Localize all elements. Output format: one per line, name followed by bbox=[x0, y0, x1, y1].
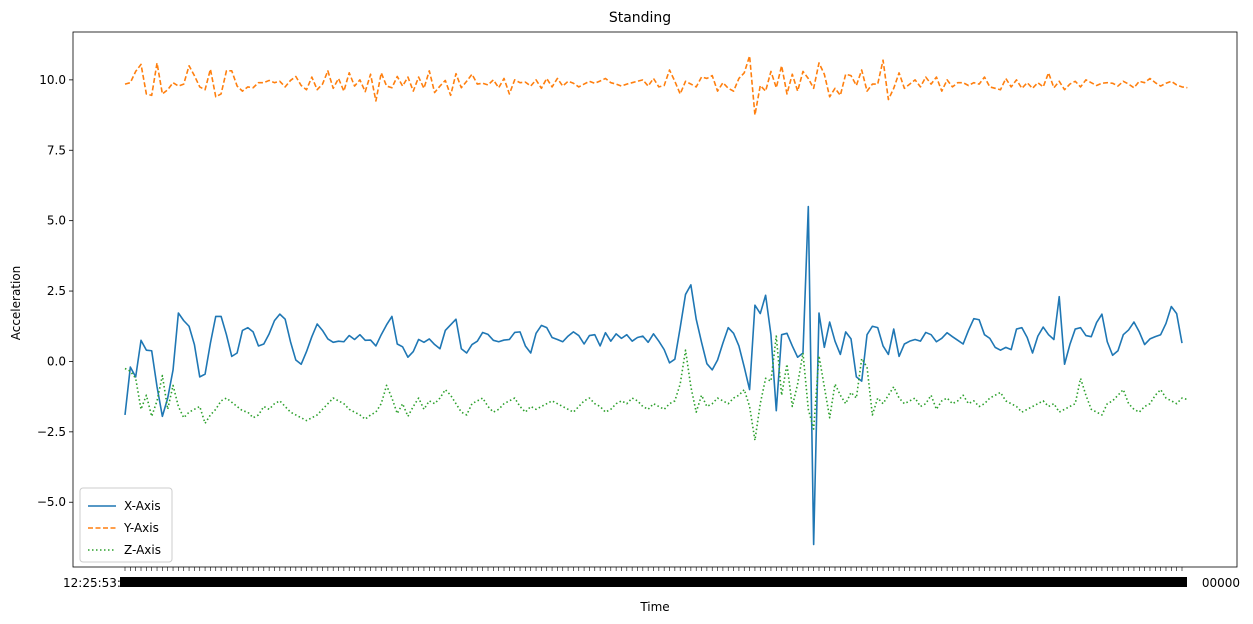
y-tick-label: 7.5 bbox=[47, 143, 66, 157]
series-line-y-axis bbox=[124, 55, 1188, 116]
legend-label: Z-Axis bbox=[124, 543, 161, 557]
series-line-z-axis bbox=[124, 335, 1188, 442]
legend-label: Y-Axis bbox=[123, 521, 159, 535]
y-axis-ticks: −5.0 −2.5 0.0 2.5 5.0 7.5 10.0 bbox=[37, 73, 73, 509]
y-tick-label: 5.0 bbox=[47, 214, 66, 228]
x-axis-label: Time bbox=[639, 600, 669, 614]
y-tick-label: −5.0 bbox=[37, 495, 66, 509]
legend: X-Axis Y-Axis Z-Axis bbox=[79, 487, 173, 563]
x-tick-labels-overlap bbox=[120, 577, 1187, 587]
chart-title: Standing bbox=[609, 10, 671, 26]
y-tick-label: 2.5 bbox=[47, 284, 66, 298]
x-tick-label-last: 00000 bbox=[1202, 576, 1240, 590]
y-tick-label: −2.5 bbox=[37, 425, 66, 439]
plot-frame bbox=[72, 31, 1238, 568]
y-tick-label: 0.0 bbox=[47, 354, 66, 368]
y-axis-label: Acceleration bbox=[9, 266, 23, 341]
legend-label: X-Axis bbox=[124, 499, 161, 513]
x-axis-ticks: 12:25:53:23 00000 bbox=[63, 567, 1240, 590]
series-line-x-axis bbox=[124, 205, 1183, 546]
y-tick-label: 10.0 bbox=[39, 73, 66, 87]
x-tick-label-first: 12:25:53:23 bbox=[63, 576, 136, 590]
plot-area bbox=[124, 55, 1188, 546]
